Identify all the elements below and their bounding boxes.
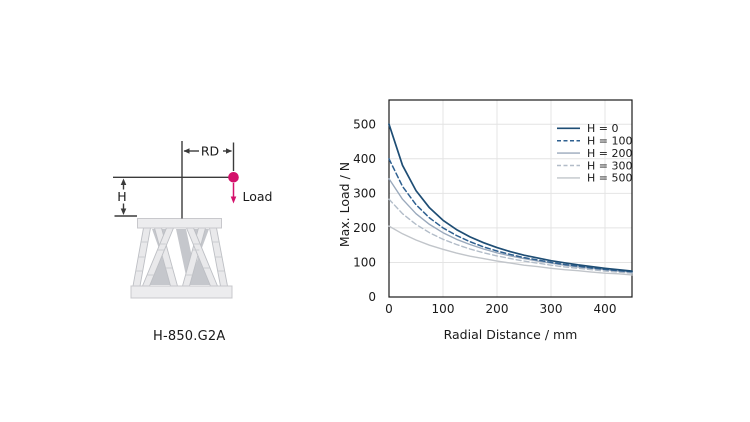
h-arrow-down-icon <box>120 208 127 215</box>
x-axis-title: Radial Distance / mm <box>444 327 578 342</box>
y-tick-label: 100 <box>353 256 376 270</box>
y-tick-label: 300 <box>353 187 376 201</box>
dimension-lines <box>113 141 235 219</box>
curve-H=100 <box>388 158 633 273</box>
load-label: Load <box>243 189 273 204</box>
h-arrow-up-icon <box>120 178 127 185</box>
hexapod-diagram: RD H Load H-850.G2A <box>113 141 273 344</box>
h-dimension: H <box>117 178 127 215</box>
rd-arrow-left-icon <box>183 148 190 154</box>
load-chart: 0 100 200 300 400 0 100 200 300 400 500 Radial Dist… <box>337 99 633 342</box>
rd-arrow-right-icon <box>226 148 232 154</box>
load-annotation: Load <box>228 172 273 204</box>
x-tick-label: 300 <box>540 302 563 316</box>
curve-H=0 <box>388 123 633 272</box>
legend-item-label: H = 500 <box>587 172 632 185</box>
hexapod-top-platform <box>137 218 222 229</box>
y-tick-label: 400 <box>353 152 376 166</box>
rd-dimension-label: RD <box>201 144 219 159</box>
y-tick-label: 0 <box>368 290 376 304</box>
legend-item-label: H = 200 <box>587 147 632 160</box>
legend-item-label: H = 0 <box>587 122 618 135</box>
hexapod-base-plate <box>130 285 233 299</box>
load-arrow-down-icon <box>230 196 237 204</box>
legend-item-label: H = 100 <box>587 135 632 148</box>
y-tick-label: 500 <box>353 117 376 131</box>
rd-dimension: RD <box>183 144 232 159</box>
y-tick-label: 200 <box>353 221 376 235</box>
h-dimension-label: H <box>117 189 126 204</box>
curve-H=300 <box>388 198 633 274</box>
x-tick-label: 0 <box>385 302 393 316</box>
plot-border <box>388 99 633 298</box>
x-tick-label: 200 <box>486 302 509 316</box>
y-axis-title: Max. Load / N <box>337 162 352 247</box>
x-tick-label: 100 <box>432 302 455 316</box>
load-point-icon <box>228 172 239 183</box>
model-name-label: H-850.G2A <box>153 329 225 344</box>
curve-H=500 <box>388 225 633 276</box>
legend-item-label: H = 300 <box>587 159 632 172</box>
strut-joints <box>135 241 225 276</box>
x-tick-label: 400 <box>594 302 617 316</box>
